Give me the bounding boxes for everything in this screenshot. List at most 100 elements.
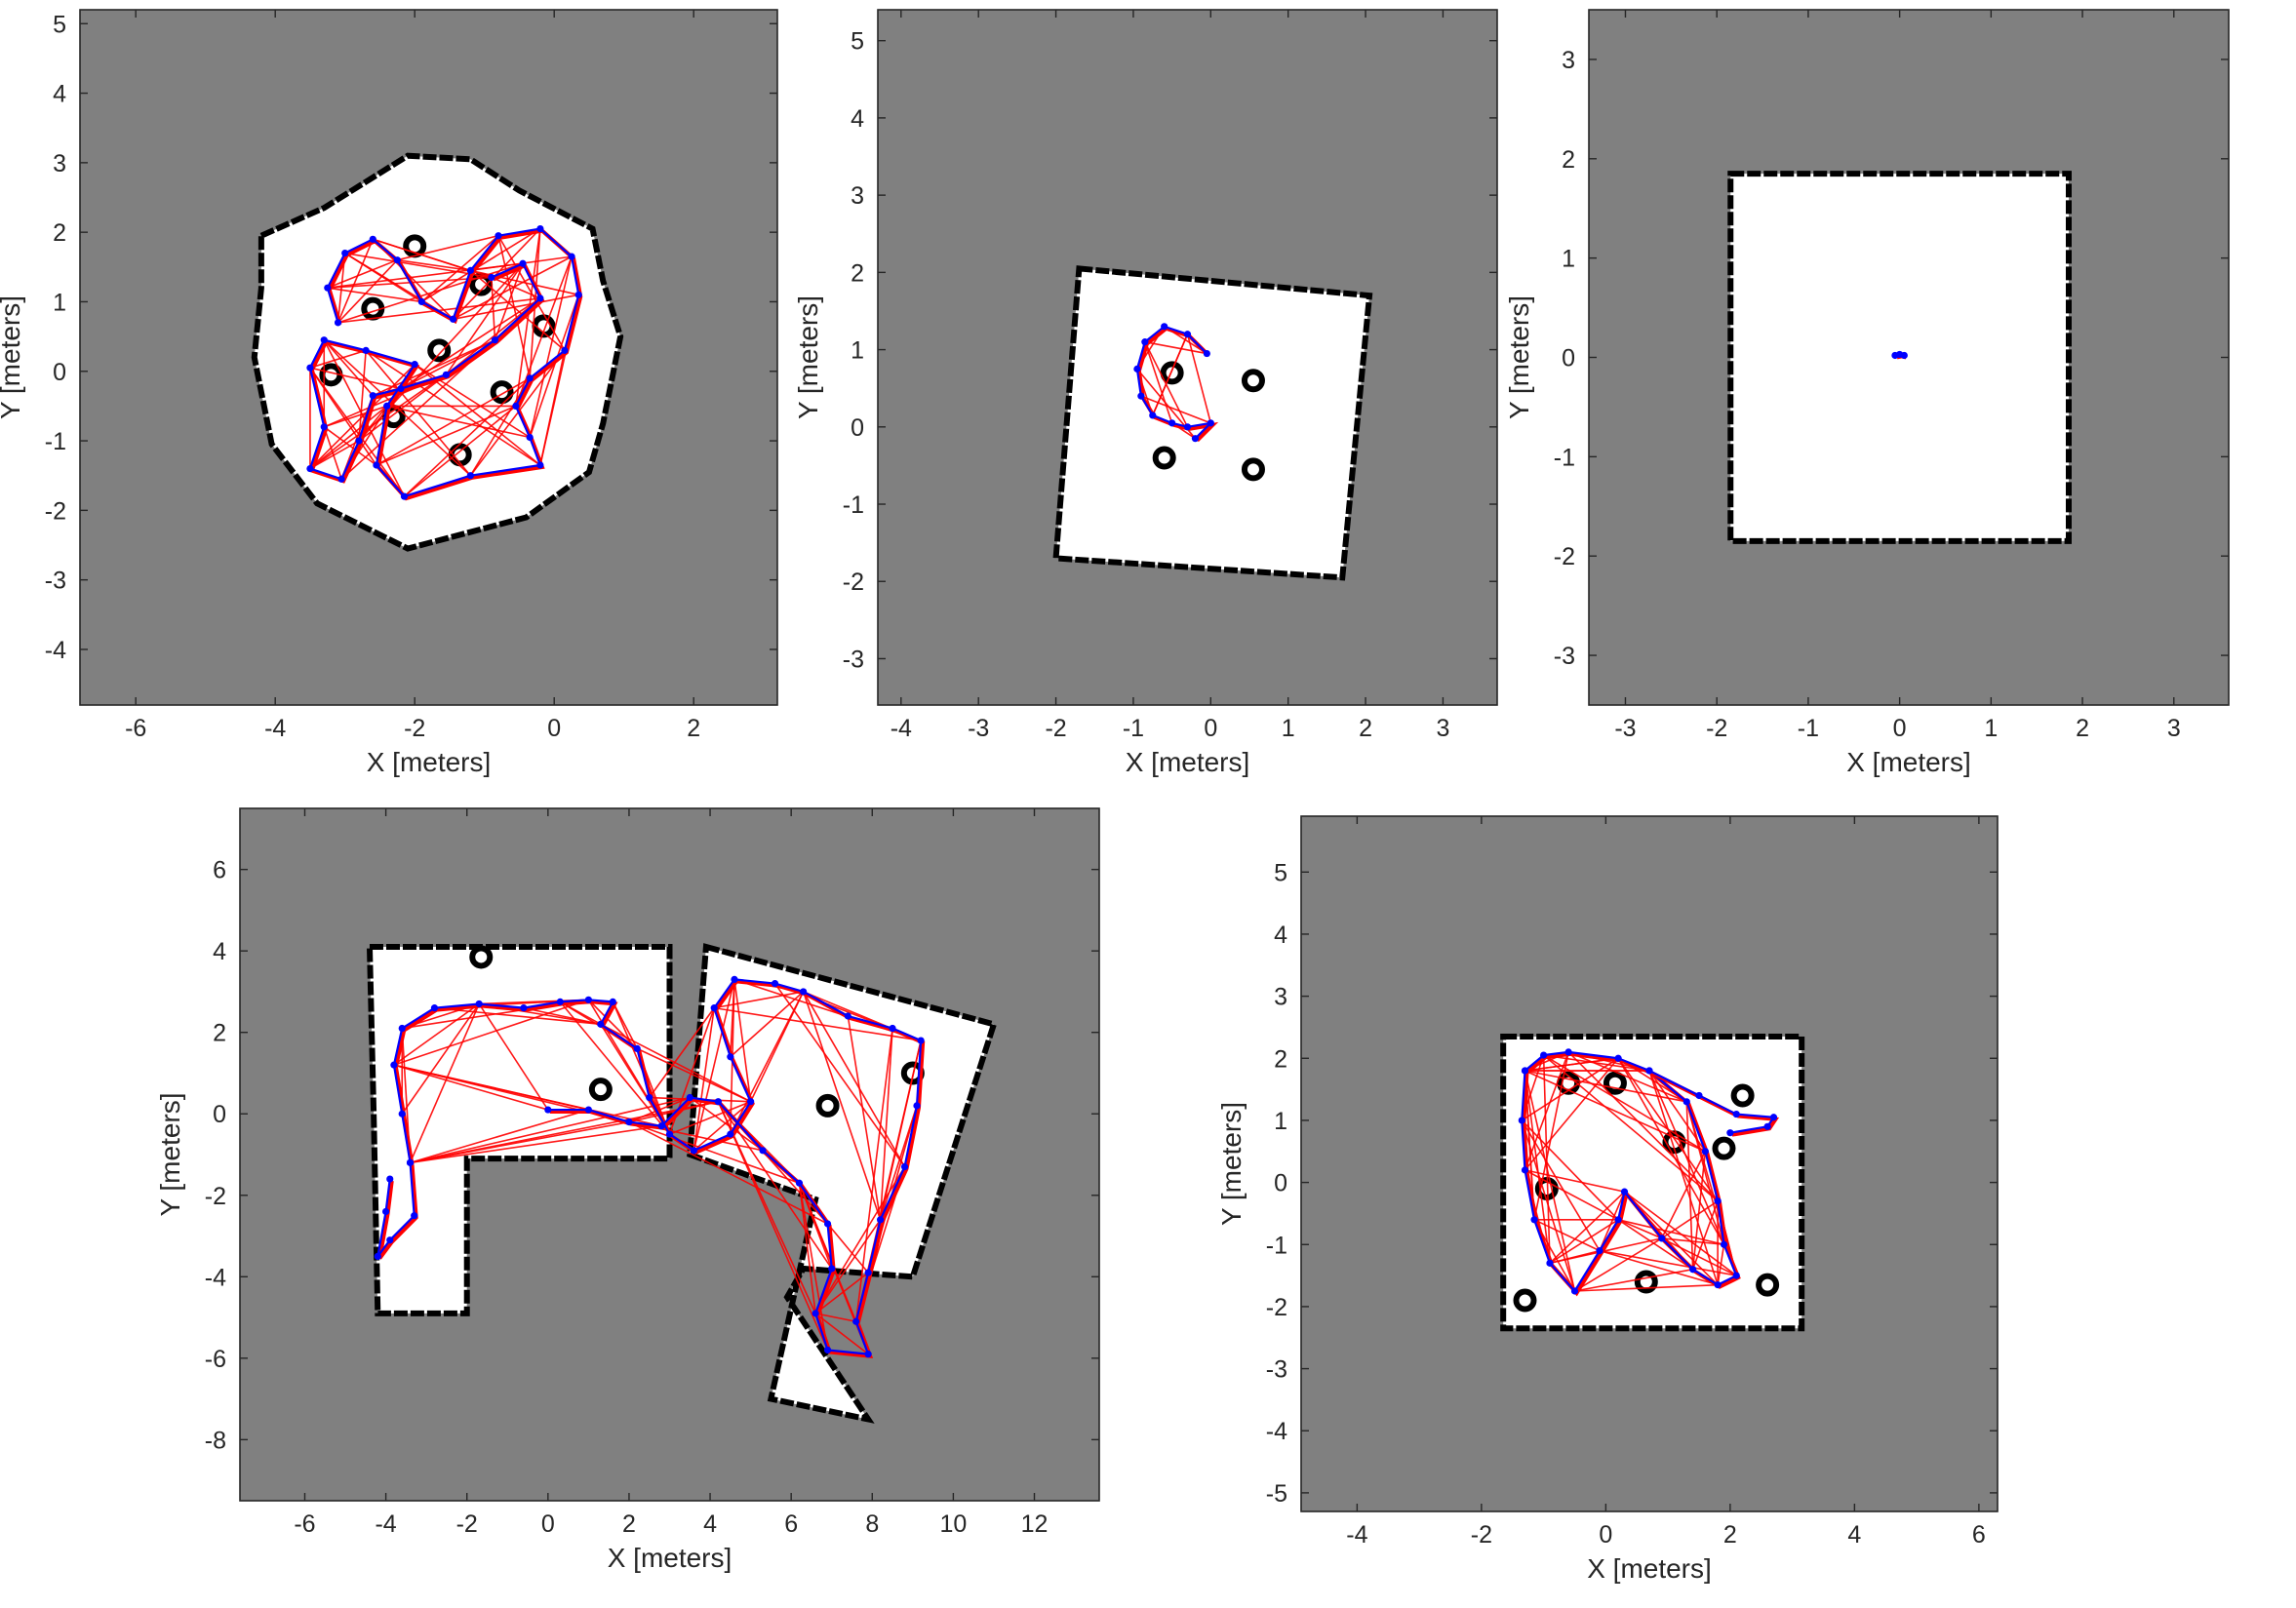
y-tick-label: 4 [53,81,66,108]
x-tick-label: 10 [939,1510,967,1538]
y-tick-label: 0 [213,1101,226,1128]
trajectory-pose [864,1351,872,1358]
trajectory-pose [714,1098,722,1106]
constraint-line [1599,1191,1626,1251]
y-tick-label: 0 [1274,1170,1287,1197]
constraint-line [400,297,541,390]
trajectory-pose [536,294,544,302]
constraint-line [453,255,573,320]
x-axis-label: X [meters] [1126,747,1250,777]
trajectory-branch-optimized [377,1164,418,1260]
trajectory-branch [376,1162,416,1258]
x-tick-label: -4 [375,1510,396,1538]
y-tick-label: 4 [213,938,226,965]
constraint-line [453,294,579,321]
constraint-line [814,1272,869,1314]
trajectory-pose [536,461,544,469]
constraint-line [717,1101,829,1351]
constraint-line [400,338,495,390]
trajectory-pose [512,402,520,411]
trajectory-pose [306,364,314,372]
trajectory-pose [520,1004,528,1012]
y-axis-label: Y [meters] [155,1092,185,1216]
y-tick-label: -8 [205,1427,226,1454]
trajectory-pose [442,371,450,378]
constraint-line [376,377,531,466]
constraint-line [1617,1057,1725,1245]
trajectory-branch-pose [406,1158,415,1166]
map-obstacle-2 [1603,1071,1627,1095]
trajectory-spur-pose [1732,1110,1740,1118]
x-tick-label: -6 [294,1510,315,1538]
constraint-line [445,297,541,375]
y-tick-label: -6 [205,1346,226,1373]
map-layer [1500,1033,1805,1332]
trajectory-pose [727,1130,734,1138]
constraint-line [1567,1051,1719,1202]
x-tick-label: -4 [264,715,286,742]
y-tick-label: -4 [45,637,66,664]
constraint-line [414,363,531,439]
y-tick-label: 0 [851,414,864,442]
x-tick-label: 3 [1436,715,1449,742]
trajectory-pose [633,1044,641,1053]
trajectory-pose [823,1220,832,1228]
constraint-line [733,979,752,1102]
constraint-line [847,1015,882,1220]
map-obstacle-3 [815,1093,840,1118]
map-layer [1052,265,1373,581]
constraint-line [1617,1219,1663,1239]
trajectory-pose [334,319,342,327]
constraint-line [410,1100,719,1164]
constraint-line [469,349,566,477]
axes-frame [79,9,778,706]
trajectory-pose [466,472,474,480]
y-tick-label: -5 [1266,1480,1287,1508]
trajectory-pose [341,249,349,257]
x-tick-label: -2 [456,1510,478,1538]
map-obstacle-7 [1634,1270,1658,1294]
constraint-line [1685,1101,1725,1245]
y-tick-label: -1 [45,428,66,455]
constraint-line [420,227,541,303]
trajectory-pose [574,291,582,298]
trajectory-branch-pose [374,1252,381,1261]
constraint-line [798,1182,857,1322]
constraint-line [628,1120,800,1184]
constraint-line [693,1101,752,1152]
trajectory-pose [373,461,380,469]
trajectory-pose [390,1061,398,1069]
trajectory-pose [536,224,544,233]
constraint-line [365,349,541,466]
constraint-line [1549,1219,1619,1265]
y-tick-label: -1 [843,491,864,519]
constraint-line [393,999,589,1066]
constraint-line [393,1064,549,1111]
trajectory-pose [876,1216,885,1224]
trajectory-pose [1161,323,1168,331]
trajectory-pose [417,297,425,306]
x-tick-label: 4 [1847,1521,1861,1549]
trajectory-pose [449,315,457,323]
y-tick-label: 1 [851,337,864,365]
trajectory-pose [397,384,405,393]
constraint-line [323,339,374,397]
trajectory-pose [771,979,779,988]
trajectory-pose [844,1012,851,1020]
trajectory-pose [759,1147,767,1155]
constraint-line [1186,333,1212,424]
x-tick-label: 2 [2076,715,2089,742]
y-tick-label: 3 [53,150,66,177]
trajectory-pose [1546,1259,1554,1267]
trajectory-pose [1168,419,1176,427]
trajectory-branch-pose [386,1175,394,1183]
y-axis-label: Y [meters] [1216,1102,1247,1226]
constraint-line [434,1006,601,1026]
x-tick-label: -3 [968,715,989,742]
trajectory-pose [1183,331,1192,338]
map-obstacle-1 [403,234,427,258]
trajectory-pose [495,232,502,240]
x-axis-label: X [meters] [1846,747,1971,777]
trajectory-pose [609,998,616,1005]
x-tick-label: -2 [1471,1521,1492,1549]
